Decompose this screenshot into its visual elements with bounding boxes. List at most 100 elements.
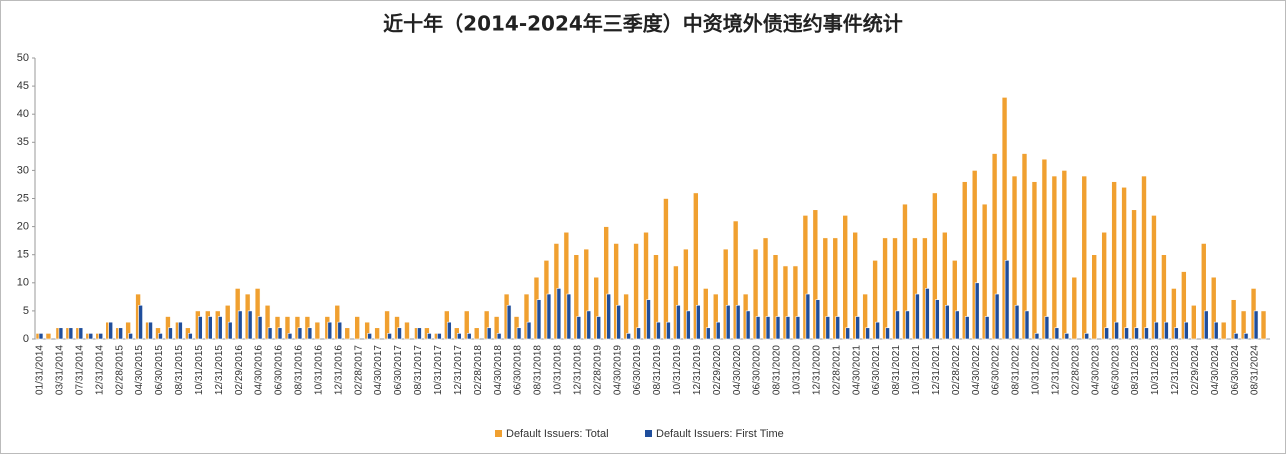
bar (307, 327, 313, 340)
bar (755, 316, 761, 340)
bar (227, 321, 233, 340)
bar (118, 327, 123, 340)
bar (88, 333, 94, 340)
x-tick-label: 12/31/2015 (214, 345, 225, 395)
x-tick-label: 02/28/2017 (353, 345, 364, 395)
bar (516, 327, 522, 340)
bar (593, 276, 600, 340)
x-tick-label: 02/29/2020 (712, 345, 723, 395)
x-tick-label: 10/31/2018 (553, 345, 564, 395)
x-tick-label: 04/30/2021 (851, 345, 862, 395)
bar (98, 333, 104, 340)
bar (1071, 276, 1078, 340)
bar (1051, 175, 1058, 340)
bar (1024, 310, 1030, 340)
x-tick-label: 12/31/2022 (1051, 345, 1062, 395)
bar (805, 293, 811, 340)
x-tick-label: 02/28/2019 (592, 345, 603, 395)
bar (1101, 231, 1107, 340)
bar (1174, 327, 1179, 340)
bar (693, 192, 699, 340)
bar (277, 327, 283, 340)
bar (576, 316, 582, 340)
bar (842, 215, 849, 340)
bar (1151, 215, 1157, 340)
bar (875, 321, 880, 340)
bar (616, 304, 621, 340)
bar (447, 321, 452, 340)
bar (314, 321, 321, 340)
bar (1081, 175, 1088, 340)
x-tick-label: 08/31/2015 (174, 345, 185, 395)
bar (1104, 327, 1109, 340)
x-tick-label: 02/28/2023 (1070, 345, 1081, 395)
bar (1164, 321, 1169, 340)
x-tick-label: 06/30/2023 (1110, 345, 1121, 395)
x-tick-label: 04/30/2019 (612, 345, 623, 395)
bar (546, 293, 552, 340)
bar (653, 254, 659, 340)
x-tick-label: 10/31/2020 (792, 345, 803, 395)
bar (974, 282, 980, 340)
bar (792, 265, 799, 340)
bar (666, 321, 671, 340)
x-tick-label: 12/31/2023 (1170, 345, 1181, 395)
x-tick-label: 04/30/2015 (134, 345, 145, 395)
bar (1161, 254, 1167, 340)
bar (284, 316, 291, 340)
bar (636, 327, 641, 340)
bar (935, 299, 940, 340)
x-tick-label: 08/31/2023 (1130, 345, 1141, 395)
bar (397, 327, 402, 340)
bar (188, 333, 193, 340)
bar (125, 321, 131, 340)
bar (583, 248, 590, 340)
x-tick-label: 10/31/2019 (672, 345, 683, 395)
bar (1240, 310, 1247, 340)
bar (344, 327, 351, 340)
bar (473, 327, 480, 340)
bar (932, 192, 938, 340)
x-tick-label: 04/30/2022 (971, 345, 982, 395)
bar (563, 231, 570, 340)
bar (566, 293, 572, 340)
x-tick-label: 07/31/2014 (74, 345, 85, 395)
bar (673, 265, 679, 340)
bar (1220, 321, 1227, 340)
bar (367, 333, 372, 340)
bar (68, 327, 74, 340)
x-tick-label: 08/31/2018 (533, 345, 544, 395)
x-tick-label: 08/31/2024 (1250, 345, 1261, 395)
bar (696, 304, 701, 340)
y-tick-label: 40 (17, 108, 29, 120)
bar (466, 333, 472, 340)
bar (178, 321, 183, 340)
legend-swatch (645, 430, 652, 437)
x-tick-label: 06/30/2015 (154, 345, 165, 395)
bar (825, 316, 831, 340)
bar (732, 220, 739, 340)
bar (1061, 170, 1068, 340)
bar (168, 327, 173, 340)
bar (387, 333, 392, 340)
y-tick-label: 30 (17, 164, 29, 176)
bar (705, 327, 711, 340)
x-tick-label: 04/30/2023 (1090, 345, 1101, 395)
bar (623, 293, 629, 340)
bar (506, 304, 512, 340)
legend-label: Default Issuers: First Time (656, 428, 784, 440)
bar (1181, 271, 1187, 340)
bar (942, 231, 948, 340)
bar (765, 316, 771, 340)
bar (994, 293, 1000, 340)
bar (573, 254, 580, 340)
bar (865, 327, 870, 340)
bar (663, 198, 669, 340)
x-tick-label: 03/31/2014 (55, 345, 66, 395)
bar (287, 333, 293, 340)
bar (483, 310, 490, 340)
bar (1230, 299, 1237, 340)
bar (912, 237, 918, 340)
bar (1064, 333, 1070, 340)
